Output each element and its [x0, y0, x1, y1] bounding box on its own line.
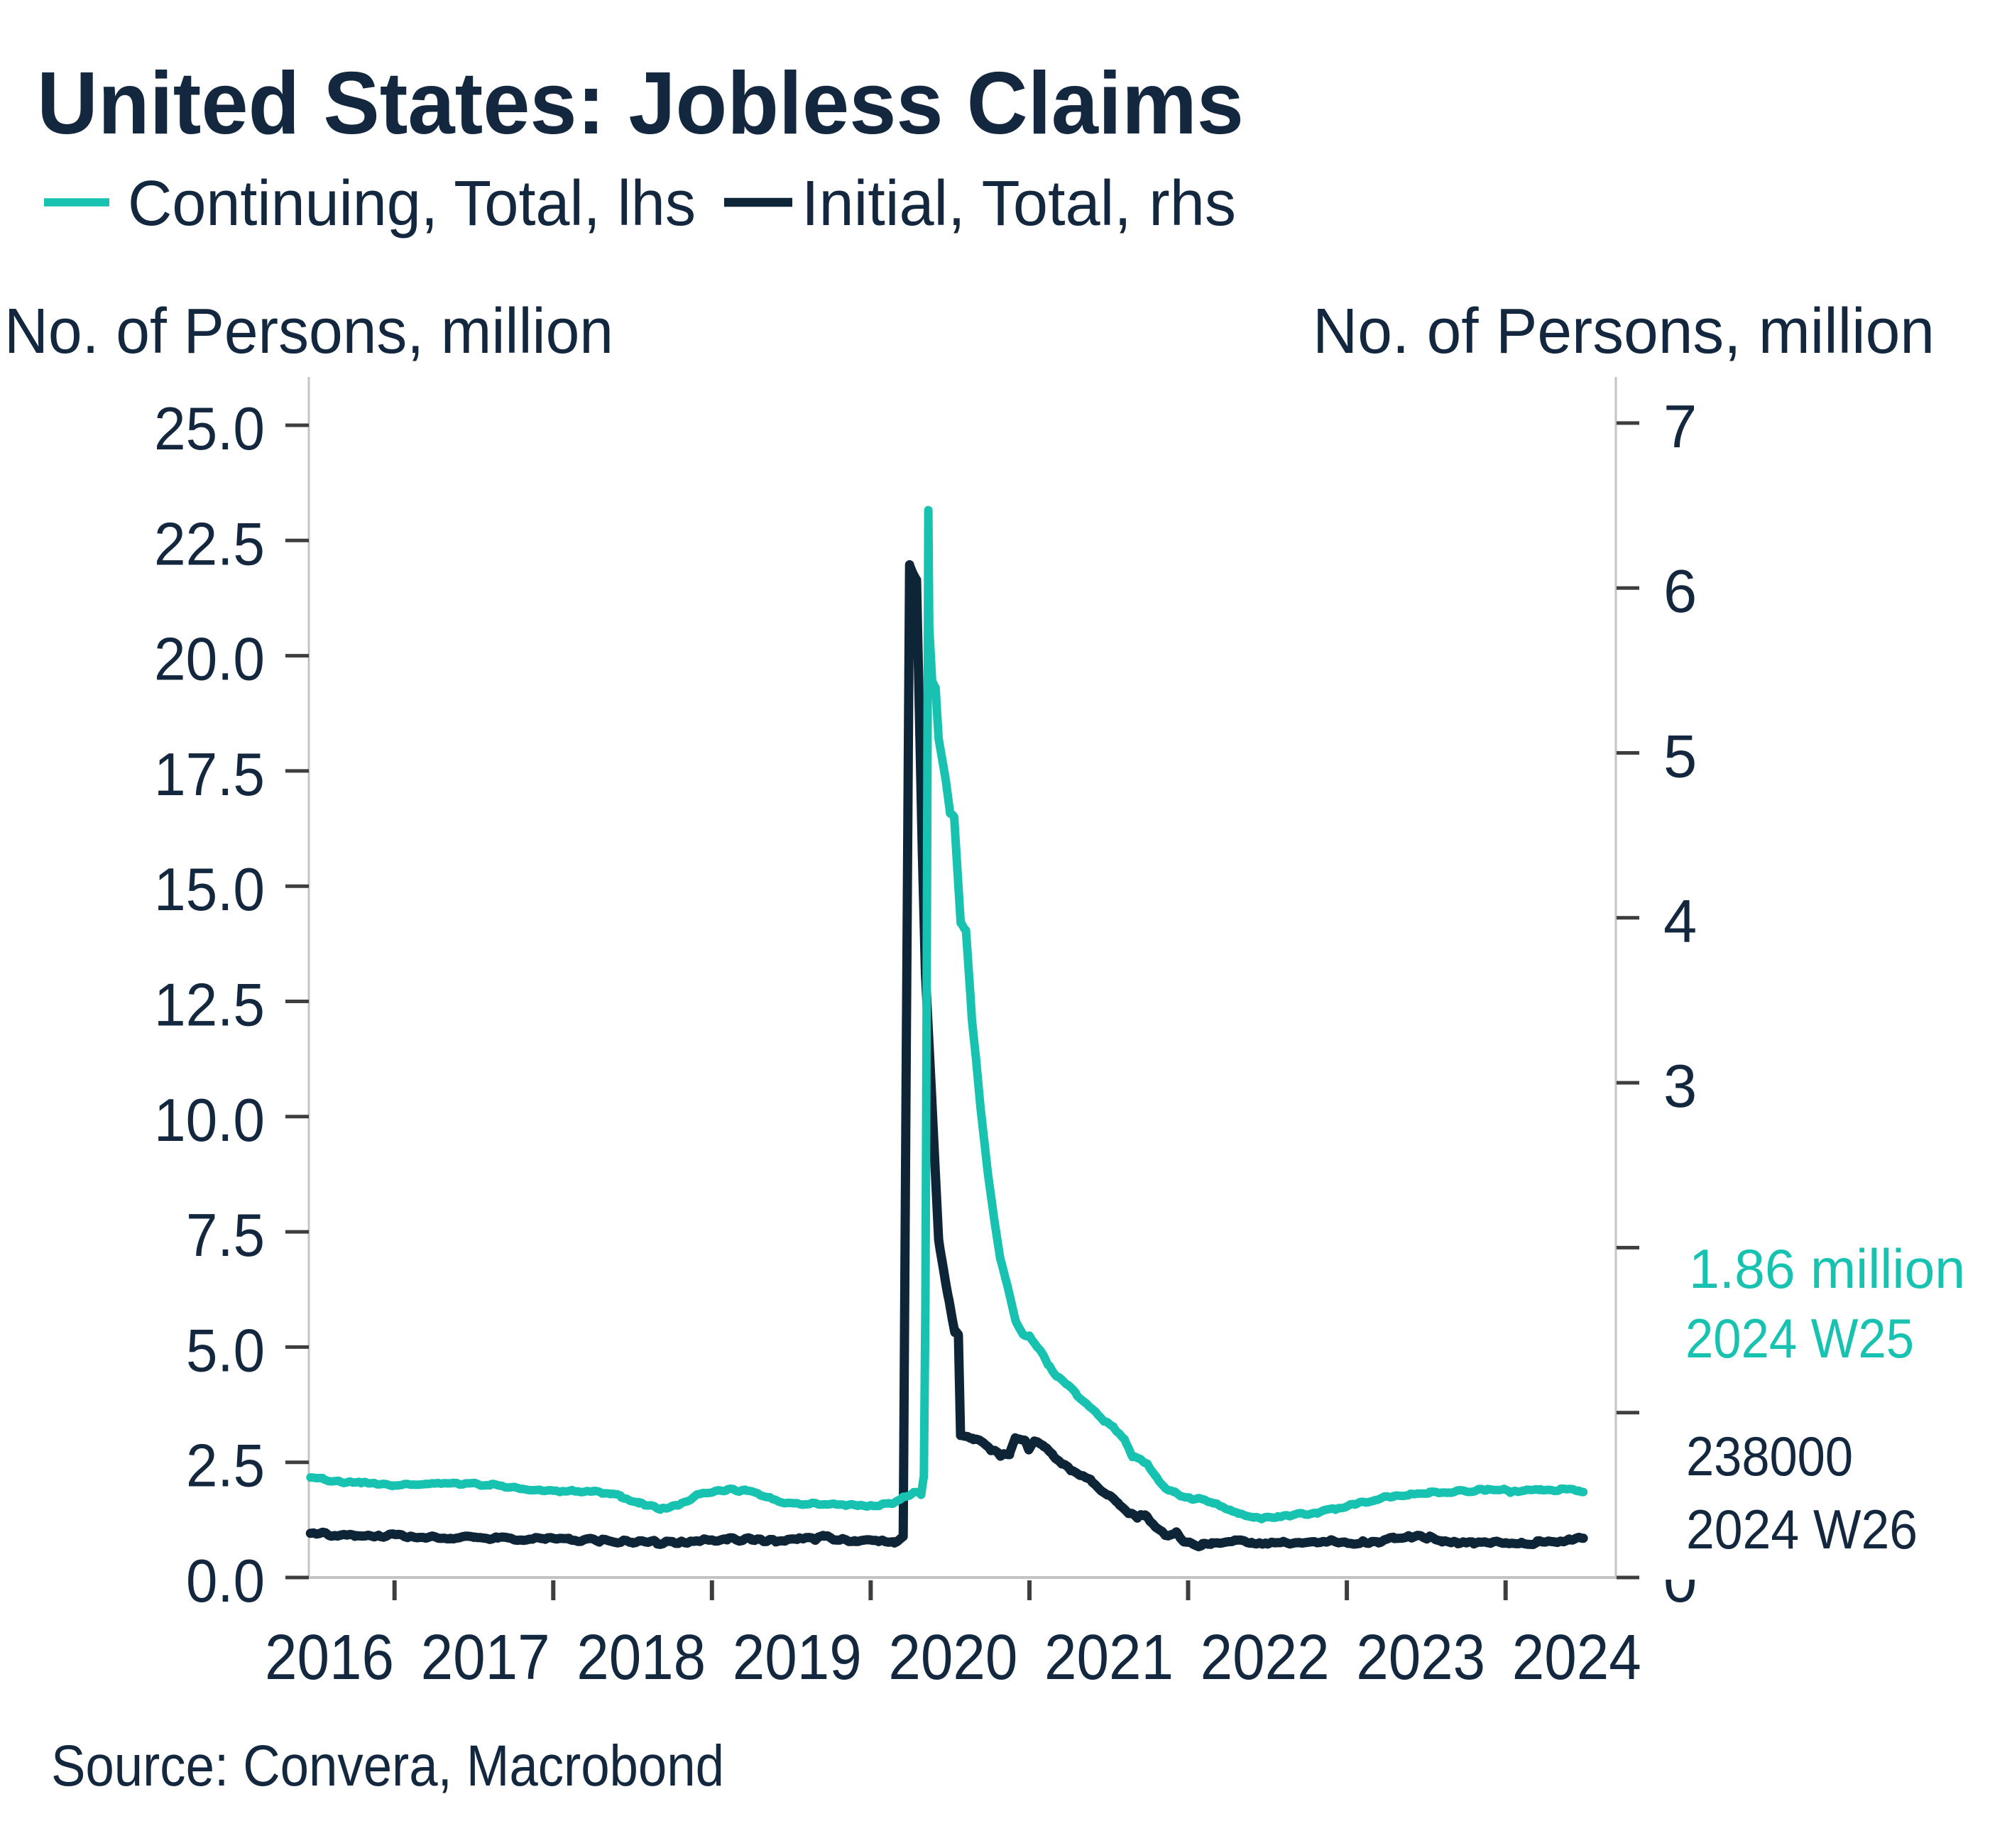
svg-text:3: 3 — [1663, 1053, 1697, 1120]
svg-text:Continuing, Total, lhs: Continuing, Total, lhs — [128, 168, 696, 239]
svg-text:17.5: 17.5 — [154, 741, 265, 809]
svg-text:15.0: 15.0 — [154, 856, 265, 924]
svg-text:2023: 2023 — [1356, 1622, 1485, 1693]
svg-text:2018: 2018 — [576, 1622, 706, 1693]
svg-text:25.0: 25.0 — [154, 395, 265, 463]
svg-text:2024: 2024 — [1512, 1622, 1641, 1693]
svg-text:2024 W26: 2024 W26 — [1686, 1498, 1918, 1560]
svg-text:2022: 2022 — [1201, 1622, 1330, 1693]
svg-text:2016: 2016 — [265, 1622, 394, 1693]
svg-text:20.0: 20.0 — [154, 626, 265, 694]
svg-text:2021: 2021 — [1044, 1622, 1174, 1693]
svg-text:2024 W25: 2024 W25 — [1685, 1307, 1914, 1369]
svg-text:7: 7 — [1663, 393, 1697, 461]
svg-text:4: 4 — [1663, 888, 1697, 956]
svg-text:2.5: 2.5 — [186, 1433, 265, 1500]
svg-text:No. of Persons, million: No. of Persons, million — [4, 296, 613, 367]
svg-text:0.0: 0.0 — [186, 1548, 265, 1615]
svg-text:United States: Jobless Claims: United States: Jobless Claims — [37, 55, 1244, 153]
svg-text:10.0: 10.0 — [154, 1087, 265, 1154]
svg-text:5.0: 5.0 — [186, 1317, 265, 1384]
svg-text:Initial, Total, rhs: Initial, Total, rhs — [802, 168, 1236, 239]
svg-text:12.5: 12.5 — [154, 972, 265, 1039]
svg-text:238000: 238000 — [1686, 1425, 1853, 1487]
svg-text:6: 6 — [1663, 558, 1697, 625]
svg-text:7.5: 7.5 — [186, 1202, 265, 1269]
svg-text:1.86 million: 1.86 million — [1689, 1237, 1965, 1300]
svg-text:2019: 2019 — [733, 1622, 862, 1693]
svg-text:2017: 2017 — [421, 1622, 550, 1693]
svg-text:Source: Convera, Macrobond: Source: Convera, Macrobond — [51, 1734, 724, 1798]
svg-text:2020: 2020 — [888, 1622, 1017, 1693]
svg-text:5: 5 — [1663, 723, 1697, 791]
svg-text:22.5: 22.5 — [154, 510, 265, 578]
svg-text:No. of Persons, million: No. of Persons, million — [1313, 296, 1935, 367]
